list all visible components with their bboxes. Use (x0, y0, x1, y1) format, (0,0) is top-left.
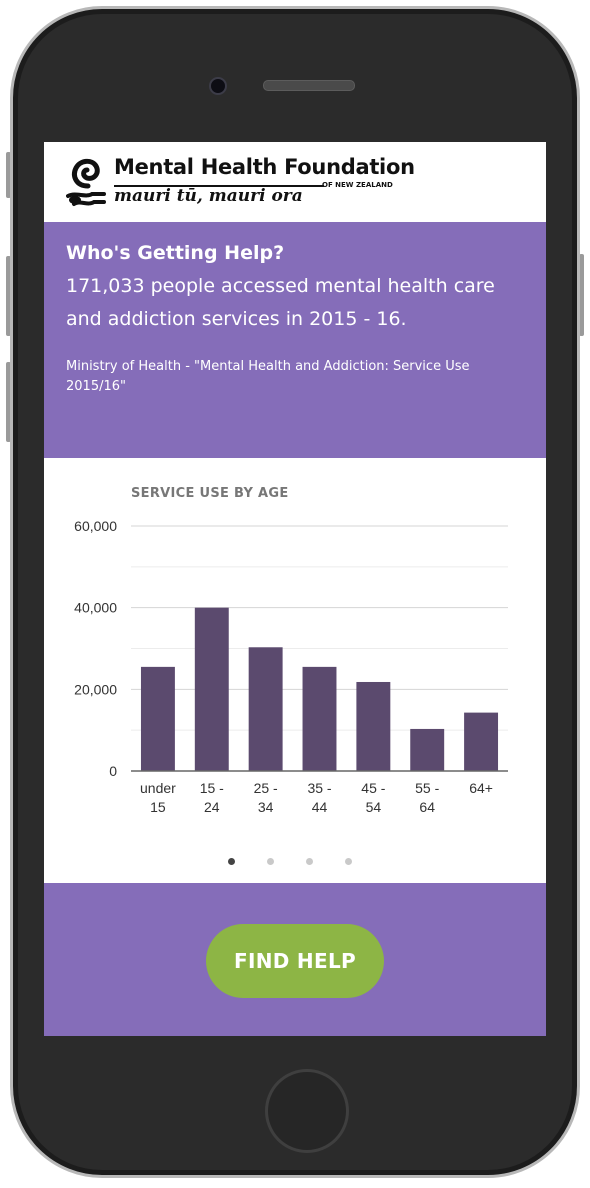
x-tick-label: under 15 (140, 780, 176, 815)
power-button[interactable] (579, 254, 584, 336)
y-tick-label: 60,000 (74, 518, 117, 534)
phone-screen: Mental Health Foundation mauri tū, mauri… (44, 142, 546, 1036)
koru-logo-icon (66, 158, 106, 206)
y-tick-label: 40,000 (74, 600, 117, 616)
volume-down-button[interactable] (6, 362, 11, 442)
logo-subtitle: OF NEW ZEALAND (322, 181, 393, 189)
banner-heading: Who's Getting Help? (66, 242, 285, 264)
carousel-dots (228, 858, 352, 865)
header: Mental Health Foundation mauri tū, mauri… (44, 142, 546, 222)
home-button[interactable] (265, 1069, 349, 1153)
stats-banner: Who's Getting Help? 171,033 people acces… (44, 222, 546, 458)
chart-bar[interactable] (410, 728, 445, 771)
y-tick-label: 20,000 (74, 681, 117, 697)
mute-switch[interactable] (6, 152, 11, 198)
camera-icon (209, 77, 227, 95)
banner-source: Ministry of Health - "Mental Health and … (66, 359, 470, 394)
carousel-dot[interactable] (267, 858, 274, 865)
logo-title: Mental Health Foundation (114, 155, 415, 179)
logo-divider (114, 185, 324, 187)
speaker-grille (263, 80, 355, 91)
chart-panel[interactable]: SERVICE USE BY AGE 0 20,000 40,000 60,000 un… (44, 458, 546, 883)
y-tick-label: 0 (109, 763, 117, 779)
service-use-chart: 0 20,000 40,000 60,000 under 15 15 -24 25 -34 35… (74, 518, 508, 815)
x-tick-label: 25 -34 (254, 780, 278, 815)
chart-bar[interactable] (356, 681, 391, 771)
banner-stat: 171,033 people accessed mental health ca… (66, 275, 495, 330)
footer-cta: FIND HELP (44, 883, 546, 1036)
chart-bar[interactable] (248, 647, 283, 771)
logo-tagline: mauri tū, mauri ora (114, 186, 303, 206)
volume-up-button[interactable] (6, 256, 11, 336)
chart-bar[interactable] (302, 666, 337, 771)
x-tick-label: 64+ (469, 780, 493, 796)
carousel-dot[interactable] (345, 858, 352, 865)
chart-bar[interactable] (140, 666, 175, 771)
x-tick-label: 15 -24 (200, 780, 224, 815)
x-tick-label: 55 -64 (415, 780, 439, 815)
chart-bar[interactable] (194, 607, 229, 771)
x-tick-label: 35 -44 (307, 780, 331, 815)
x-tick-label: 45 -54 (361, 780, 385, 815)
carousel-dot[interactable] (228, 858, 235, 865)
find-help-button[interactable]: FIND HELP (206, 924, 384, 998)
chart-bar[interactable] (464, 712, 499, 771)
carousel-dot[interactable] (306, 858, 313, 865)
chart-title: SERVICE USE BY AGE (131, 486, 289, 501)
